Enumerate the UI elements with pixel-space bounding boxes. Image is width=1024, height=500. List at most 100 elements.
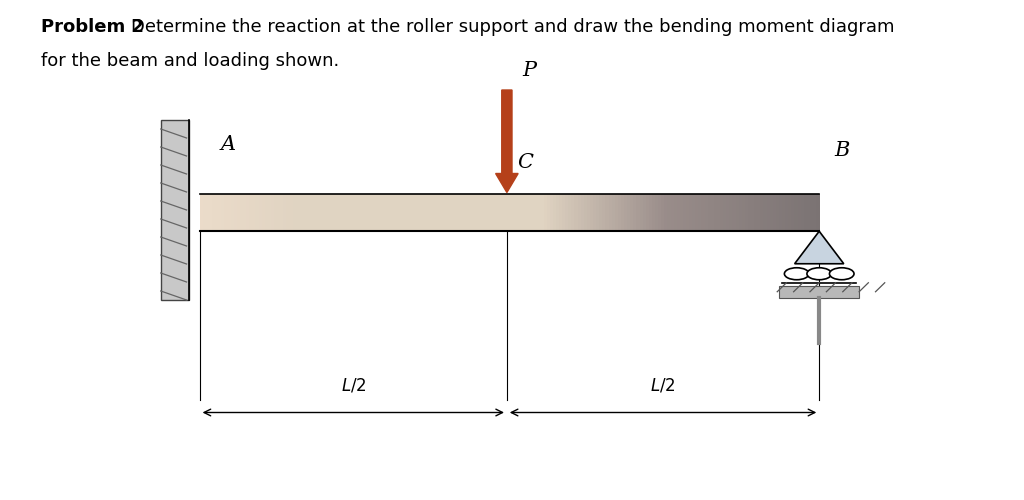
Bar bbox=[617, 194, 622, 231]
Bar bbox=[500, 194, 504, 231]
Bar bbox=[379, 194, 383, 231]
Bar bbox=[748, 194, 752, 231]
Bar bbox=[658, 194, 663, 231]
Bar bbox=[200, 194, 204, 231]
Bar bbox=[553, 194, 557, 231]
Bar bbox=[373, 194, 377, 231]
Text: C: C bbox=[517, 153, 534, 172]
Bar bbox=[621, 194, 625, 231]
Bar bbox=[441, 194, 445, 231]
Bar bbox=[240, 194, 244, 231]
Bar bbox=[290, 194, 294, 231]
Bar bbox=[662, 194, 666, 231]
Bar bbox=[776, 194, 780, 231]
Bar bbox=[605, 194, 609, 231]
Bar bbox=[729, 194, 733, 231]
Bar bbox=[215, 194, 219, 231]
Bar bbox=[795, 194, 799, 231]
Bar bbox=[218, 194, 222, 231]
Bar bbox=[330, 194, 334, 231]
Bar bbox=[308, 194, 312, 231]
Bar bbox=[674, 194, 678, 231]
Bar bbox=[655, 194, 659, 231]
Bar bbox=[481, 194, 485, 231]
Bar bbox=[525, 194, 529, 231]
Bar bbox=[252, 194, 256, 231]
Bar bbox=[281, 194, 285, 231]
Bar bbox=[255, 194, 259, 231]
Bar bbox=[732, 194, 736, 231]
Text: Problem 2: Problem 2 bbox=[41, 18, 144, 36]
Bar bbox=[351, 194, 355, 231]
Bar bbox=[680, 194, 684, 231]
Bar bbox=[782, 194, 786, 231]
Bar bbox=[376, 194, 380, 231]
Bar bbox=[472, 194, 476, 231]
Bar bbox=[744, 194, 749, 231]
Bar bbox=[528, 194, 532, 231]
Bar bbox=[447, 194, 452, 231]
Bar bbox=[506, 194, 510, 231]
Bar bbox=[360, 194, 365, 231]
Bar bbox=[683, 194, 687, 231]
Bar bbox=[779, 194, 783, 231]
Bar bbox=[519, 194, 523, 231]
Bar bbox=[813, 194, 817, 231]
Bar bbox=[333, 194, 337, 231]
Bar bbox=[596, 194, 600, 231]
Bar bbox=[435, 194, 439, 231]
Bar bbox=[321, 194, 325, 231]
Bar bbox=[438, 194, 442, 231]
Text: B: B bbox=[835, 140, 850, 160]
Bar bbox=[414, 194, 418, 231]
Bar bbox=[513, 194, 517, 231]
Bar bbox=[810, 194, 814, 231]
Bar bbox=[665, 194, 669, 231]
Bar bbox=[698, 194, 702, 231]
Bar bbox=[299, 194, 303, 231]
Bar bbox=[324, 194, 328, 231]
Bar bbox=[385, 194, 390, 231]
Bar bbox=[487, 194, 492, 231]
Bar bbox=[221, 194, 225, 231]
Bar bbox=[773, 194, 777, 231]
Bar bbox=[230, 194, 234, 231]
Bar bbox=[274, 194, 279, 231]
Bar bbox=[627, 194, 631, 231]
Bar bbox=[475, 194, 479, 231]
Bar bbox=[494, 194, 498, 231]
Bar bbox=[382, 194, 387, 231]
Bar bbox=[271, 194, 275, 231]
Bar bbox=[348, 194, 352, 231]
Bar bbox=[544, 194, 548, 231]
Bar bbox=[535, 194, 539, 231]
FancyArrow shape bbox=[496, 90, 518, 192]
Bar bbox=[637, 194, 641, 231]
Bar bbox=[692, 194, 696, 231]
Bar bbox=[342, 194, 346, 231]
Bar bbox=[287, 194, 291, 231]
Bar bbox=[249, 194, 253, 231]
Bar bbox=[293, 194, 297, 231]
Bar bbox=[568, 194, 572, 231]
Bar bbox=[420, 194, 424, 231]
Bar bbox=[317, 194, 322, 231]
Bar bbox=[429, 194, 433, 231]
Bar bbox=[311, 194, 315, 231]
Bar bbox=[444, 194, 449, 231]
Bar bbox=[404, 194, 409, 231]
Bar bbox=[243, 194, 247, 231]
Bar bbox=[671, 194, 675, 231]
Bar bbox=[788, 194, 793, 231]
Bar bbox=[463, 194, 467, 231]
Bar bbox=[614, 194, 618, 231]
Bar bbox=[754, 194, 758, 231]
Circle shape bbox=[807, 268, 831, 280]
Bar bbox=[484, 194, 488, 231]
Bar bbox=[237, 194, 241, 231]
Bar bbox=[646, 194, 650, 231]
Bar bbox=[711, 194, 715, 231]
Bar bbox=[767, 194, 771, 231]
Bar bbox=[212, 194, 216, 231]
Bar bbox=[417, 194, 421, 231]
